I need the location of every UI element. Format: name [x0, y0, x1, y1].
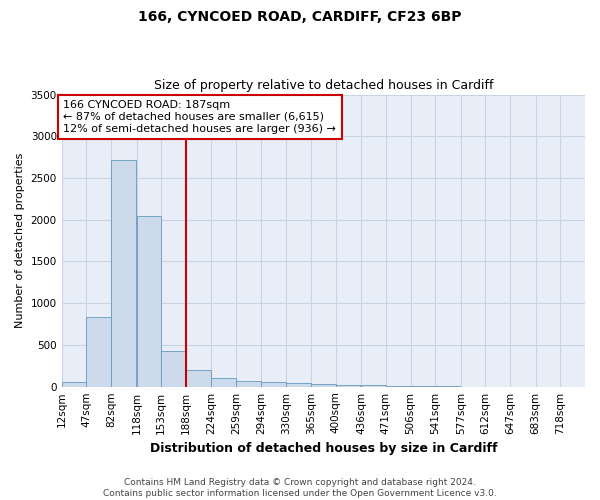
Bar	[62, 382, 86, 386]
Bar	[286, 382, 311, 386]
Title: Size of property relative to detached houses in Cardiff: Size of property relative to detached ho…	[154, 79, 493, 92]
Bar	[161, 351, 186, 386]
Text: 166, CYNCOED ROAD, CARDIFF, CF23 6BP: 166, CYNCOED ROAD, CARDIFF, CF23 6BP	[138, 10, 462, 24]
Y-axis label: Number of detached properties: Number of detached properties	[15, 153, 25, 328]
X-axis label: Distribution of detached houses by size in Cardiff: Distribution of detached houses by size …	[149, 442, 497, 455]
Bar	[137, 216, 161, 386]
Text: Contains HM Land Registry data © Crown copyright and database right 2024.
Contai: Contains HM Land Registry data © Crown c…	[103, 478, 497, 498]
Bar	[236, 381, 261, 386]
Bar	[335, 384, 361, 386]
Bar	[261, 382, 286, 386]
Bar	[86, 318, 111, 386]
Bar	[111, 160, 136, 386]
Bar	[186, 370, 211, 386]
Text: 166 CYNCOED ROAD: 187sqm
← 87% of detached houses are smaller (6,615)
12% of sem: 166 CYNCOED ROAD: 187sqm ← 87% of detach…	[63, 100, 336, 134]
Bar	[311, 384, 335, 386]
Bar	[211, 378, 236, 386]
